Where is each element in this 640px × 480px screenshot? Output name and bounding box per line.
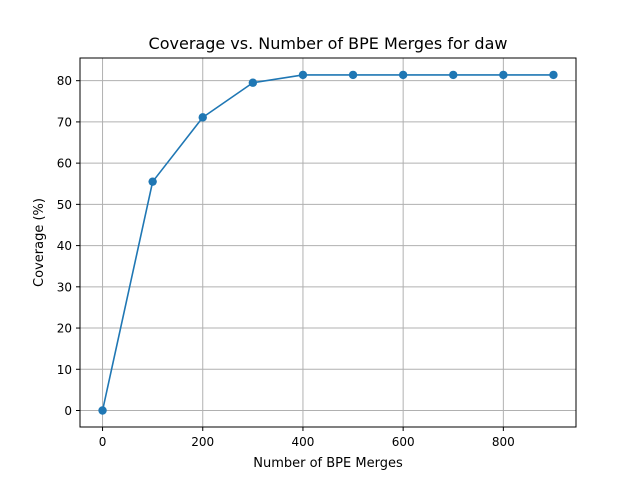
y-tick-label: 30 <box>57 280 72 294</box>
y-tick-label: 50 <box>57 198 72 212</box>
plot-frame <box>79 57 577 428</box>
data-point <box>549 70 558 80</box>
y-tick-label: 10 <box>57 363 72 377</box>
x-tick-label: 200 <box>191 435 214 449</box>
data-point <box>298 70 308 80</box>
y-tick-label: 80 <box>57 74 72 88</box>
data-point <box>98 406 107 415</box>
data-point <box>148 177 157 186</box>
y-tick-label: 60 <box>57 157 72 171</box>
data-point <box>398 70 408 80</box>
x-tick-label: 400 <box>291 435 314 449</box>
y-tick-label: 40 <box>57 239 72 253</box>
data-point <box>499 70 508 80</box>
y-tick-label: 70 <box>57 115 72 129</box>
y-tick-label: 0 <box>64 404 72 418</box>
series-layer <box>98 70 558 415</box>
chart-title: Coverage vs. Number of BPE Merges for da… <box>149 34 508 53</box>
series-line <box>101 74 554 411</box>
y-tick-label: 20 <box>57 322 72 336</box>
x-axis-ticks: 0 200 400 600 800 <box>99 427 515 449</box>
x-tick-label: 800 <box>492 435 515 449</box>
y-axis-ticks: 0 10 20 30 40 50 60 70 80 <box>57 74 80 418</box>
data-point <box>248 78 258 87</box>
y-axis-label: Coverage (%) <box>32 198 47 287</box>
x-axis-label: Number of BPE Merges <box>253 456 403 471</box>
data-point <box>348 70 358 80</box>
x-tick-label: 0 <box>99 435 107 449</box>
data-point <box>198 113 207 122</box>
x-tick-label: 600 <box>392 435 415 449</box>
grid-lines <box>80 58 576 427</box>
data-point <box>449 70 458 80</box>
